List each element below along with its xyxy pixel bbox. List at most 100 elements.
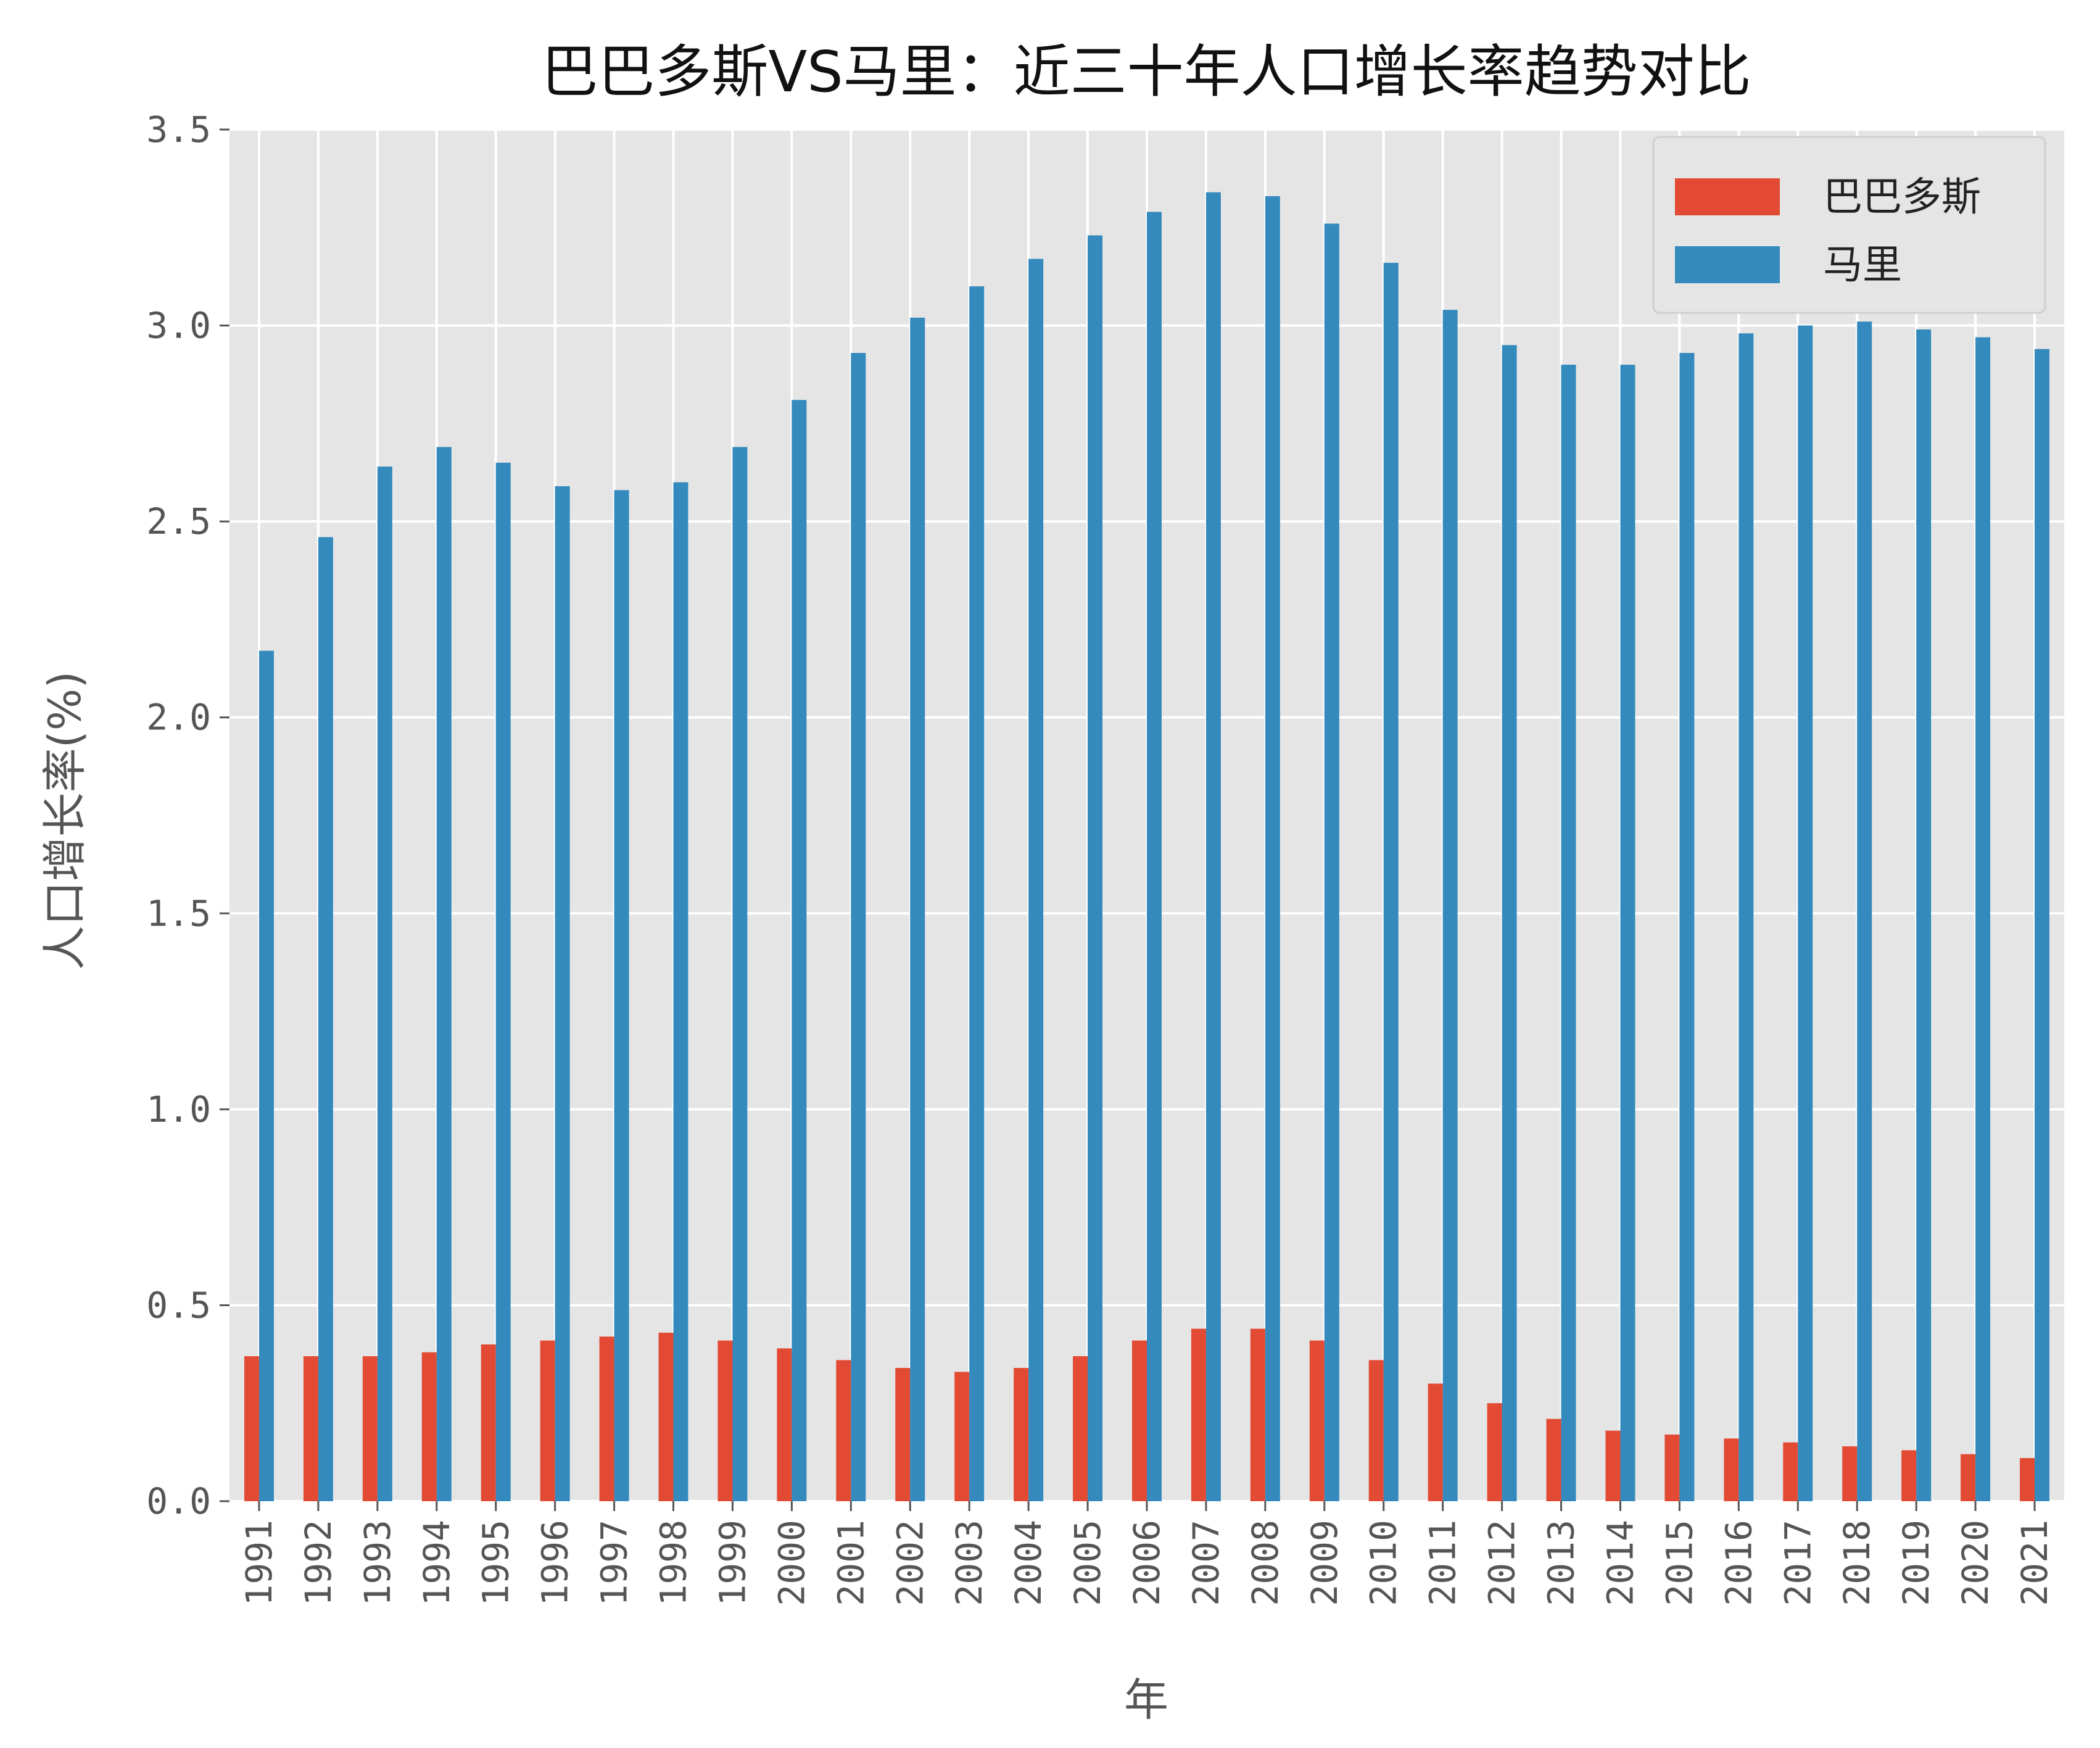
- bar-barbados: [1487, 1403, 1502, 1501]
- bar-barbados: [1605, 1430, 1621, 1501]
- legend-swatch-mali: [1675, 246, 1780, 283]
- y-tick-label: 0.0: [146, 1480, 211, 1522]
- bar-mali: [1679, 353, 1695, 1501]
- x-tick-label: 2003: [948, 1520, 990, 1606]
- bar-barbados: [895, 1368, 911, 1501]
- bar-mali: [318, 537, 333, 1501]
- x-tick-label: 2020: [1954, 1520, 1996, 1606]
- chart-title: 巴巴多斯VS马里：近三十年人口增长率趋势对比: [541, 39, 1751, 105]
- bar-mali: [1147, 212, 1162, 1502]
- bar-barbados: [244, 1356, 259, 1501]
- bar-barbados: [1073, 1356, 1088, 1501]
- legend: 巴巴多斯 马里: [1652, 136, 2046, 314]
- bar-barbados: [1014, 1368, 1029, 1501]
- y-tick-label: 2.0: [146, 697, 211, 739]
- bar-mali: [851, 353, 866, 1501]
- x-tick-label: 2014: [1599, 1520, 1641, 1606]
- x-tick-label: 2005: [1067, 1520, 1109, 1606]
- legend-swatch-barbados: [1675, 178, 1780, 215]
- x-tick-label: 2001: [830, 1520, 872, 1606]
- bars: [244, 192, 2050, 1502]
- bar-mali: [732, 447, 748, 1501]
- bar-barbados: [1191, 1328, 1206, 1501]
- legend-label-mali: 马里: [1823, 242, 1902, 288]
- y-tick-label: 2.5: [146, 500, 211, 542]
- bar-mali: [1561, 365, 1576, 1501]
- bar-mali: [1205, 192, 1221, 1502]
- y-axis-label: 人口增长率(%): [39, 671, 91, 971]
- bar-barbados: [836, 1360, 851, 1501]
- bar-mali: [969, 286, 985, 1501]
- bar-barbados: [362, 1356, 378, 1501]
- bar-barbados: [1132, 1340, 1147, 1501]
- x-tick-label: 2013: [1540, 1520, 1582, 1606]
- bar-barbados: [1961, 1454, 1976, 1501]
- y-tick-label: 1.5: [146, 892, 211, 934]
- bar-mali: [614, 490, 629, 1501]
- bar-mali: [377, 466, 392, 1501]
- bar-barbados: [540, 1340, 555, 1501]
- bar-barbados: [303, 1356, 318, 1501]
- bar-mali: [1916, 329, 1932, 1501]
- x-tick-label: 1995: [475, 1520, 517, 1606]
- y-tick-label: 1.0: [146, 1088, 211, 1130]
- bar-mali: [1738, 333, 1754, 1501]
- x-tick-label: 1997: [593, 1520, 635, 1606]
- y-axis-ticks: 0.0 0.5 1.0 1.5 2.0 2.5 3.0 3.5: [146, 109, 229, 1522]
- bar-barbados: [1368, 1360, 1384, 1501]
- bar-mali: [1383, 262, 1399, 1501]
- x-tick-label: 2002: [889, 1520, 931, 1606]
- x-tick-label: 1993: [357, 1520, 399, 1606]
- bar-mali: [495, 462, 511, 1502]
- bar-barbados: [1783, 1442, 1798, 1501]
- bar-barbados: [2020, 1458, 2035, 1501]
- bar-barbados: [1724, 1438, 1739, 1501]
- x-tick-label: 2000: [771, 1520, 812, 1606]
- x-axis-ticks: 1991 1992 1993 1994 1995 1996 1997 1998 1999 2000…: [238, 1501, 2056, 1606]
- x-tick-label: 2008: [1244, 1520, 1286, 1606]
- y-tick-label: 0.5: [146, 1284, 211, 1326]
- bar-barbados: [658, 1332, 674, 1501]
- x-tick-label: 2018: [1836, 1520, 1878, 1606]
- x-tick-label: 1998: [653, 1520, 695, 1606]
- bar-barbados: [777, 1348, 792, 1501]
- bar-mali: [1857, 321, 1872, 1501]
- x-tick-label: 1994: [416, 1520, 458, 1606]
- x-tick-label: 2006: [1126, 1520, 1168, 1606]
- bar-barbados: [954, 1372, 970, 1501]
- x-tick-label: 2010: [1363, 1520, 1405, 1606]
- bar-barbados: [1309, 1340, 1325, 1501]
- bar-mali: [1975, 337, 1991, 1501]
- bar-mali: [258, 650, 274, 1501]
- bar-barbados: [481, 1344, 496, 1501]
- bar-mali: [555, 486, 570, 1501]
- bar-barbados: [1250, 1328, 1265, 1501]
- x-tick-label: 1996: [534, 1520, 576, 1606]
- x-tick-label: 1999: [711, 1520, 753, 1606]
- x-tick-label: 2004: [1007, 1520, 1049, 1606]
- bar-barbados: [1664, 1435, 1680, 1501]
- bar-barbados: [717, 1340, 733, 1501]
- x-tick-label: 2017: [1777, 1520, 1819, 1606]
- bar-mali: [910, 317, 925, 1501]
- bar-barbados: [1842, 1446, 1858, 1501]
- bar-barbados: [1428, 1383, 1443, 1501]
- bar-mali: [673, 482, 688, 1501]
- bar-mali: [1442, 310, 1458, 1501]
- y-tick-label: 3.0: [146, 305, 211, 347]
- bar-mali: [1620, 365, 1635, 1501]
- bar-mali: [792, 400, 807, 1502]
- legend-label-barbados: 巴巴多斯: [1823, 175, 1981, 220]
- bar-barbados: [421, 1352, 437, 1501]
- bar-barbados: [599, 1336, 614, 1501]
- x-tick-label: 2021: [2014, 1520, 2056, 1606]
- bar-mali: [1265, 196, 1280, 1501]
- bar-barbados: [1546, 1419, 1561, 1501]
- bar-mali: [1028, 259, 1044, 1501]
- x-tick-label: 2007: [1185, 1520, 1227, 1606]
- x-tick-label: 1991: [238, 1520, 280, 1606]
- y-tick-label: 3.5: [146, 109, 211, 151]
- x-tick-label: 1992: [297, 1520, 339, 1606]
- x-tick-label: 2016: [1718, 1520, 1759, 1606]
